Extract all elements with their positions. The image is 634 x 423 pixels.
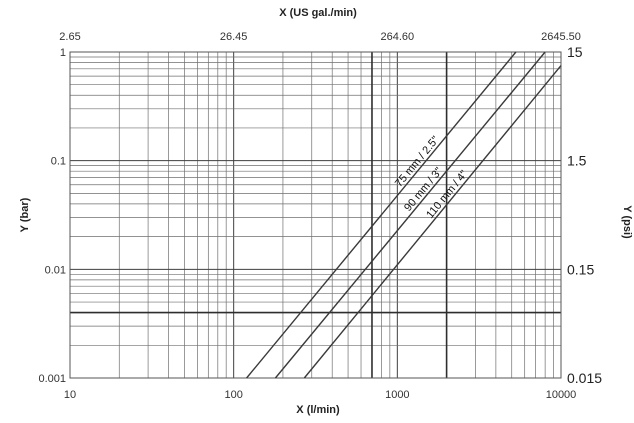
- y2-tick-label-3: 15: [567, 44, 583, 60]
- series-line-1: [274, 51, 546, 379]
- x2-axis-label: X (US gal./min): [279, 7, 357, 19]
- y-tick-label-0.01: 0.01: [45, 264, 66, 276]
- y2-tick-label-1: 0.15: [567, 261, 594, 277]
- y-tick-label-1: 1: [60, 47, 66, 59]
- y-tick-labels: 0.001 0.01 0.1 1: [38, 47, 66, 385]
- x2-tick-label-1: 26.45: [220, 31, 248, 43]
- x-tick-label-10: 10: [64, 389, 76, 401]
- y-tick-label-0.001: 0.001: [38, 373, 66, 385]
- x2-tick-label-3: 2645.50: [541, 31, 581, 43]
- x-tick-label-10000: 10000: [546, 389, 577, 401]
- x-tick-label-100: 100: [224, 389, 242, 401]
- x-tick-labels: 10 100 1000 10000: [64, 389, 576, 401]
- series-line-2: [303, 65, 562, 379]
- curves: [246, 51, 562, 379]
- x-axis-label: X (l/min): [296, 404, 340, 416]
- curve-labels: 75 mm / 2.5" 90 mm / 3" 110 mm / 4": [393, 134, 470, 221]
- y2-tick-labels: 0.015 0.15 1.5 15: [567, 44, 602, 386]
- plot-frame: [69, 51, 562, 379]
- y2-tick-label-0: 0.015: [567, 370, 602, 386]
- y2-tick-label-2: 1.5: [567, 153, 587, 169]
- y2-axis-label: Y (psi): [621, 205, 633, 239]
- x2-tick-label-0: 2.65: [59, 31, 80, 43]
- x2-tick-label-2: 264.60: [381, 31, 415, 43]
- x2-tick-labels: 2.65 26.45 264.60 2645.50: [59, 31, 581, 43]
- y-tick-label-0.1: 0.1: [51, 156, 66, 168]
- y-axis-label: Y (bar): [19, 197, 31, 232]
- series-line-0: [246, 51, 517, 379]
- x-tick-label-1000: 1000: [385, 389, 409, 401]
